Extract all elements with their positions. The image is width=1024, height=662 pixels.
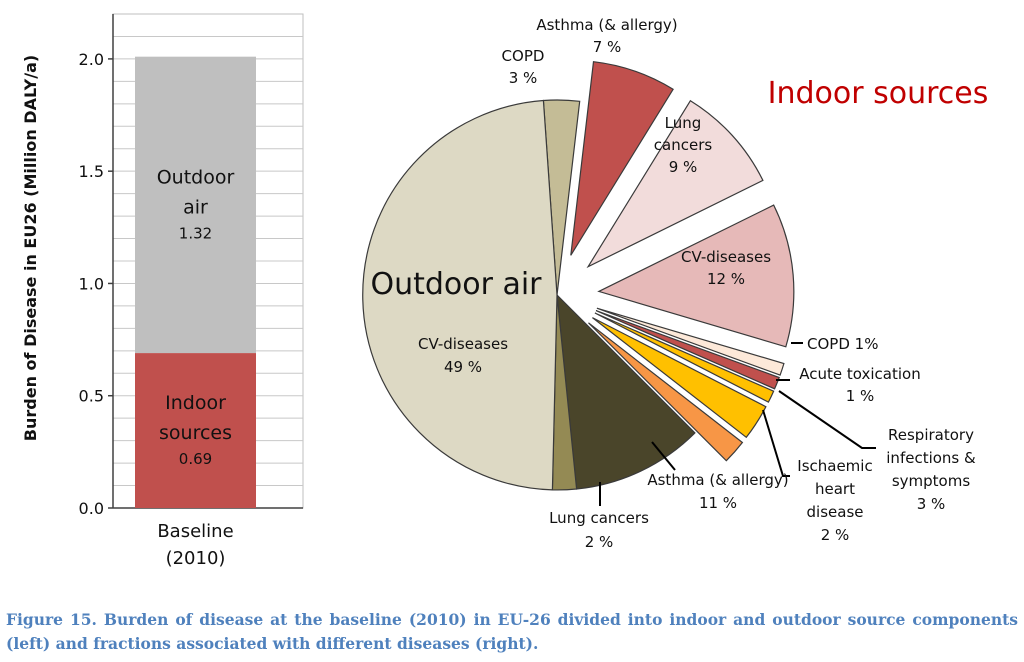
stacked-bar-chart: 0.0 0.5 1.0 1.5 2.0 Burden of Disease in EU26… [21,13,304,569]
y-tick-label: 0.0 [79,499,104,518]
pie-slice-label: 2 % [821,526,850,544]
leader-line [651,441,676,471]
pie-slice-label: heart [815,480,855,498]
y-tick-label: 2.0 [79,50,104,69]
pie-slice [597,204,795,348]
pie-slice [586,99,764,269]
pie-slice-label: 12 % [707,270,745,288]
pie-slice [570,61,674,256]
figure: 0.0 0.5 1.0 1.5 2.0 Burden of Disease in EU26… [21,13,989,569]
bar-segment-label: air [183,196,208,218]
pie-slice-label: COPD 1% [807,335,878,353]
pie-slice [592,317,767,439]
figure-caption: Figure 15. Burden of disease at the base… [6,610,1018,653]
pie-slice-label: CV-diseases [681,248,771,266]
pie-slice-label: Ischaemic [797,457,872,475]
bar-segment-label: Outdoor [157,166,235,188]
x-category-label: (2010) [166,548,226,569]
pie-slice-label: CV-diseases [418,335,508,353]
pie-slice [594,312,775,403]
bar-segment [135,56,256,354]
y-tick-label: 1.0 [79,274,104,293]
pie-slice [588,322,744,462]
pie-slice [556,293,696,490]
pie-slice-label: 9 % [669,158,698,176]
pie-slice-label: Lung [665,114,702,132]
pie-slice [596,307,785,376]
pie-slice-label: disease [807,503,864,521]
pie-slice-label: Respiratory [888,426,974,444]
pie-slice [595,310,780,390]
pie-slice-label: Acute toxication [799,365,920,383]
y-tick-label: 1.5 [79,162,104,181]
group-label-indoor: Indoor sources [768,76,989,111]
y-tick-label: 0.5 [79,387,104,406]
group-label-outdoor: Outdoor air [370,267,542,302]
pie-slice-label: infections & [886,449,976,467]
pie-chart: COPD 3 % Asthma (& allergy) 7 % Lung cancers 9… [362,16,989,551]
bar-segment-label: Indoor [165,392,226,414]
bar-value-label: 1.32 [179,224,212,242]
bar-value-label: 0.69 [179,450,212,468]
pie-slice-label: 11 % [699,494,737,512]
bar-segment [135,353,256,508]
pie-slice-label: 49 % [444,358,482,376]
pie-slice-label: 3 % [509,69,538,87]
pie-slice-label: Asthma (& allergy) [536,16,677,34]
pie-slice-label: 1 % [846,387,875,405]
pie-slice [362,99,558,491]
y-axis-title: Burden of Disease in EU26 (Million DALY/… [21,55,40,441]
pie-slice-label: 2 % [585,533,614,551]
pie-slice-label: symptoms [892,472,970,490]
bar-segment-label: sources [159,422,232,444]
pie-slice-label: cancers [654,136,713,154]
leader-line [762,409,790,477]
pie-slice-label: Lung cancers [549,509,649,527]
leader-line [778,390,876,449]
pie-slice-label: 3 % [917,495,946,513]
pie-slice-label: Asthma (& allergy) [647,471,788,489]
pie-slice-label: COPD [502,47,545,65]
pie-slice-label: 7 % [593,38,622,56]
x-category-label: Baseline [157,521,233,542]
